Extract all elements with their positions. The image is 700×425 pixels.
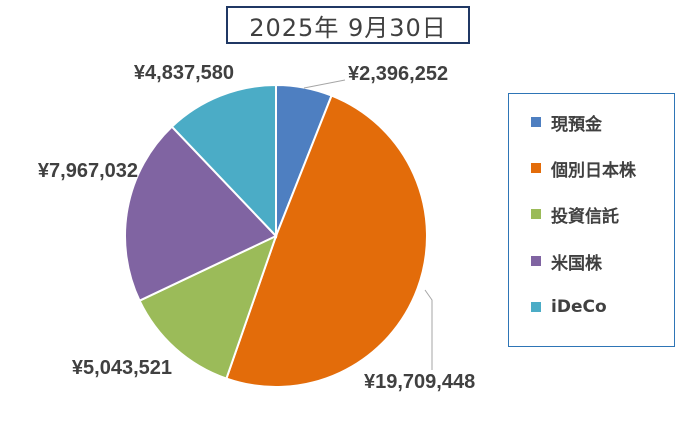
- legend-swatch-2: [531, 209, 541, 219]
- data-label-4: ¥4,837,580: [134, 62, 234, 84]
- data-labels: ¥2,396,252 ¥19,709,448 ¥5,043,521 ¥7,967,03…: [38, 62, 475, 393]
- legend-label-4: iDeCo: [551, 297, 607, 317]
- legend-item-3: 米国株: [531, 250, 602, 274]
- legend-item-1: 個別日本株: [531, 157, 636, 181]
- legend-item-2: 投資信託: [531, 203, 619, 227]
- pie-slices: [124, 83, 428, 388]
- legend-item-4: iDeCo: [531, 296, 607, 318]
- chart-title: 2025年 9月30日: [226, 6, 470, 44]
- pie-slice-2: [138, 234, 278, 380]
- leader-line-1: [424, 289, 433, 370]
- legend-label-0: 現預金: [551, 114, 602, 135]
- legend-swatch-4: [531, 302, 541, 312]
- pie-slice-4: [170, 83, 277, 239]
- legend-swatch-3: [531, 256, 541, 266]
- data-label-3: ¥7,967,032: [38, 160, 138, 182]
- data-label-1: ¥19,709,448: [364, 371, 475, 393]
- legend-label-3: 米国株: [551, 253, 602, 274]
- legend-label-2: 投資信託: [551, 206, 619, 227]
- legend: 現預金個別日本株投資信託米国株 iDeCo: [508, 93, 675, 347]
- data-label-0: ¥2,396,252: [348, 63, 448, 85]
- legend-swatch-1: [531, 163, 541, 173]
- data-label-2: ¥5,043,521: [72, 357, 172, 379]
- leader-lines: [303, 79, 433, 370]
- leader-line-0: [303, 79, 346, 89]
- chart-title-text: 2025年 9月30日: [249, 13, 447, 42]
- legend-label-1: 個別日本株: [551, 160, 636, 181]
- pie-slice-1: [225, 94, 428, 388]
- legend-item-0: 現預金: [531, 111, 602, 135]
- legend-swatch-0: [531, 117, 541, 127]
- pie-slice-3: [124, 125, 278, 303]
